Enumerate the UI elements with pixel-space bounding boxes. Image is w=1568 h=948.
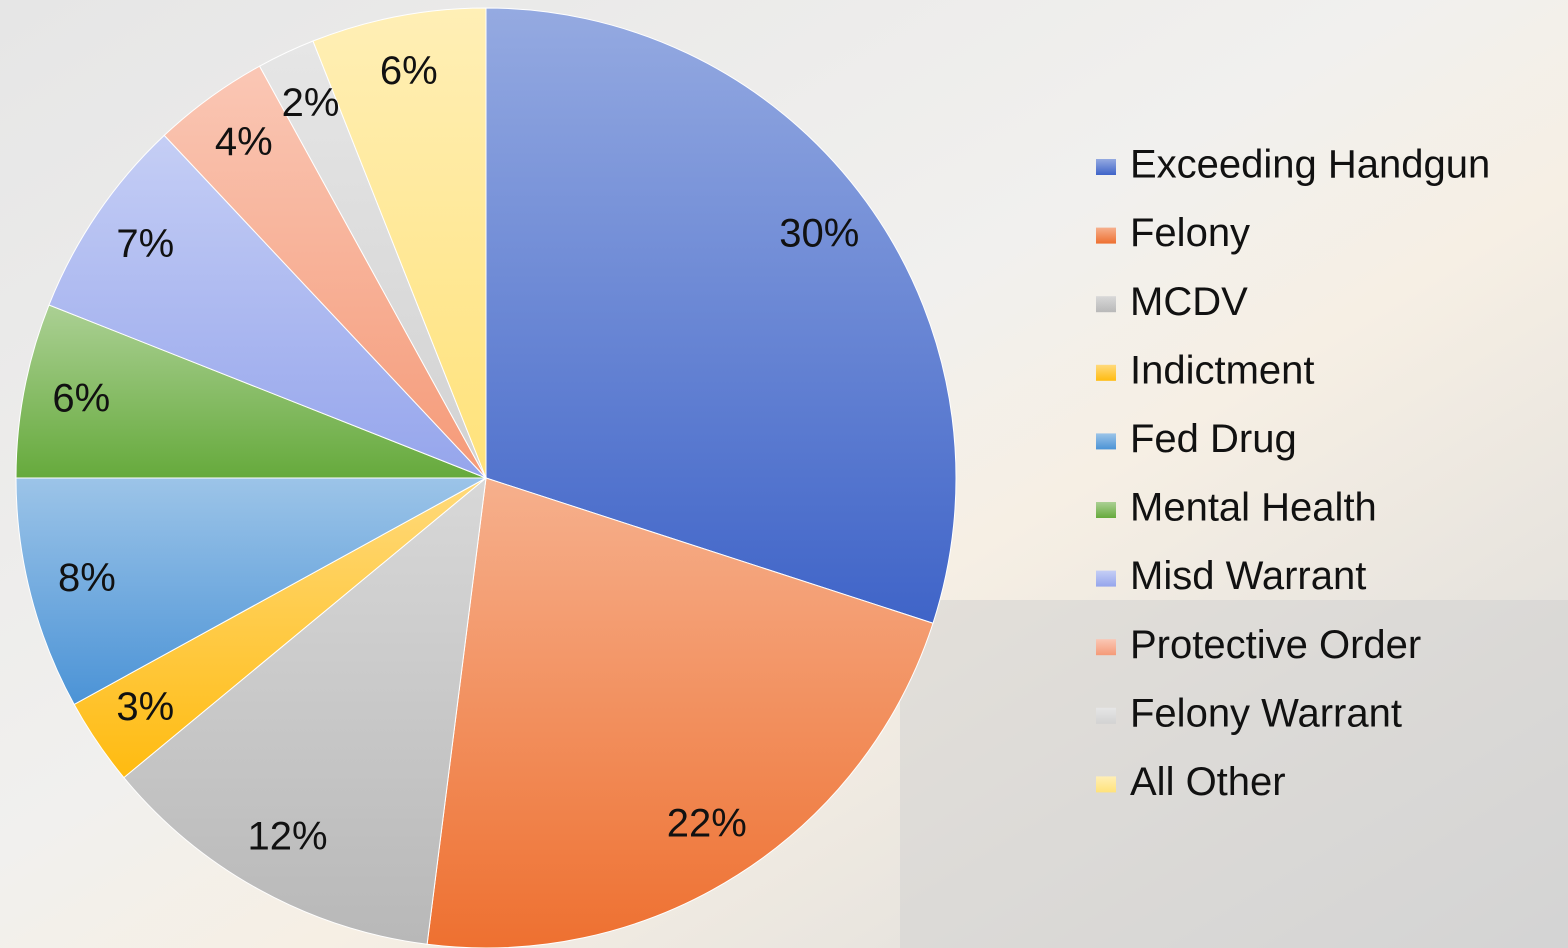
data-label: 12% <box>247 815 327 859</box>
legend-swatch <box>1096 364 1116 381</box>
data-label: 6% <box>52 376 110 420</box>
legend-swatch <box>1096 639 1116 656</box>
data-label: 7% <box>116 222 174 266</box>
data-label: 3% <box>116 685 174 729</box>
data-label: 2% <box>282 81 340 125</box>
legend-swatch <box>1096 570 1116 587</box>
legend-swatch <box>1096 296 1116 313</box>
legend-label: Felony Warrant <box>1130 691 1402 735</box>
pie-slice <box>15 304 487 479</box>
pie-slice <box>426 477 934 948</box>
legend-swatch <box>1096 776 1116 793</box>
pie-slice <box>312 7 487 479</box>
legend-label: Indictment <box>1130 348 1315 392</box>
legend-label: Misd Warrant <box>1130 554 1366 598</box>
legend-label: Felony <box>1130 211 1250 255</box>
legend-label: Exceeding Handgun <box>1130 143 1490 187</box>
legend-label: MCDV <box>1130 280 1248 324</box>
pie-slice <box>48 134 487 479</box>
data-label: 22% <box>667 801 747 845</box>
legend-label: Mental Health <box>1130 486 1377 530</box>
legend-swatch <box>1096 502 1116 518</box>
data-label: 4% <box>215 120 273 164</box>
legend-swatch <box>1096 433 1116 450</box>
road <box>900 600 1568 948</box>
legend-swatch <box>1096 707 1116 724</box>
pie-slice <box>123 476 487 945</box>
legend-label: All Other <box>1130 760 1286 804</box>
data-label: 8% <box>58 556 116 600</box>
legend-swatch <box>1096 227 1116 244</box>
data-label: 30% <box>779 211 859 255</box>
pie-slice <box>15 477 487 706</box>
data-label: 6% <box>380 49 438 93</box>
legend-swatch <box>1096 159 1116 175</box>
legend-label: Fed Drug <box>1130 417 1297 461</box>
legend-label: Protective Order <box>1130 623 1421 667</box>
pie-slice <box>485 7 957 624</box>
